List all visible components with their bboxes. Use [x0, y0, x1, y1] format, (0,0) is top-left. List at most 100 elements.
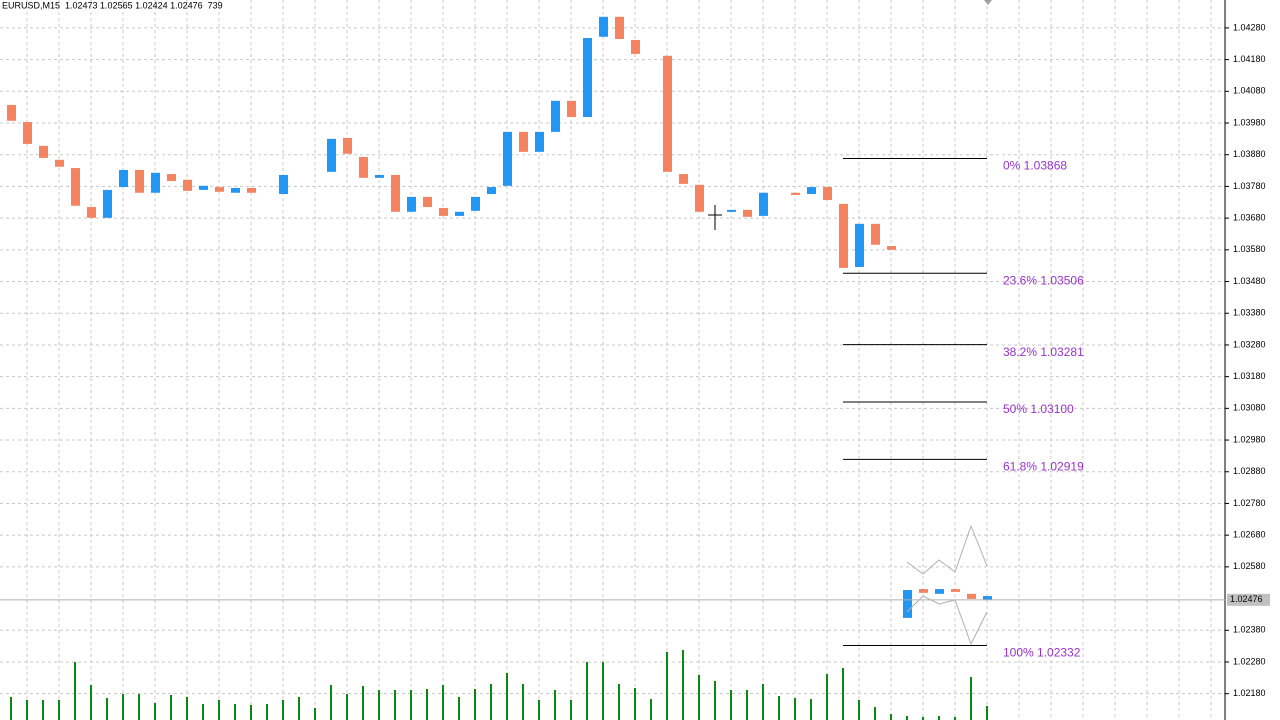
volume-bar — [954, 717, 956, 720]
candle-body — [359, 156, 368, 178]
volume-bar — [346, 694, 348, 720]
candle-body — [583, 38, 592, 117]
y-tick-label: 1.02380 — [1233, 625, 1266, 635]
volume-bar — [202, 704, 204, 720]
volume-bar — [490, 684, 492, 720]
volume-bar — [42, 700, 44, 720]
candle-body — [23, 122, 32, 144]
candle-body — [439, 207, 448, 216]
candle-body — [247, 188, 256, 193]
volume-bar — [362, 686, 364, 720]
candle-body — [119, 169, 128, 188]
candle-body — [231, 188, 240, 193]
volume-bar — [58, 700, 60, 720]
volume-bar — [730, 690, 732, 720]
volume-bar — [330, 685, 332, 720]
candle-body — [455, 211, 464, 216]
y-tick-label: 1.03280 — [1233, 339, 1266, 349]
y-tick-label: 1.03980 — [1233, 117, 1266, 127]
crosshair-cursor — [708, 205, 722, 230]
y-tick-label: 1.02580 — [1233, 561, 1266, 571]
indicator-line — [906, 595, 988, 646]
candle-body — [743, 209, 752, 217]
volume-bar — [538, 700, 540, 720]
fib-level-label: 0% 1.03868 — [1003, 159, 1067, 173]
candle-body — [7, 104, 16, 121]
candle-body — [215, 187, 224, 192]
y-tick-label: 1.02980 — [1233, 434, 1266, 444]
volume-bar — [122, 694, 124, 720]
candle-body — [551, 100, 560, 132]
y-tick-label: 1.02880 — [1233, 466, 1266, 476]
volume-bar — [890, 714, 892, 720]
candle-body — [839, 203, 848, 268]
current-price-label: 1.02476 — [1230, 594, 1263, 604]
current-price-box — [1227, 593, 1270, 606]
volume-bar — [698, 675, 700, 720]
candle-body — [87, 207, 96, 218]
volume-bar — [826, 674, 828, 720]
candle-body — [167, 174, 176, 182]
candle-body — [695, 184, 704, 212]
volume-bar — [810, 699, 812, 720]
volume-bar — [10, 697, 12, 720]
volume-bar — [378, 690, 380, 720]
y-tick-label: 1.03480 — [1233, 276, 1266, 286]
candle-body — [791, 192, 800, 195]
candle-body — [535, 131, 544, 152]
volume-bar — [474, 689, 476, 720]
volume-bar — [906, 716, 908, 720]
candle-body — [135, 169, 144, 193]
candle-body — [391, 175, 400, 212]
candle-body — [39, 145, 48, 158]
y-tick-label: 1.03580 — [1233, 244, 1266, 254]
candle-body — [887, 246, 896, 250]
volume-bar — [682, 650, 684, 720]
candle-body — [503, 131, 512, 186]
candle-body — [855, 223, 864, 267]
volume-bar — [778, 696, 780, 720]
candle-body — [103, 189, 112, 218]
candle-body — [183, 179, 192, 191]
candle-body — [919, 589, 928, 593]
candle-body — [983, 596, 992, 600]
candle-body — [151, 172, 160, 193]
volume-bar — [762, 684, 764, 720]
y-tick-label: 1.03380 — [1233, 308, 1266, 318]
shift-marker — [984, 0, 992, 5]
candle-body — [279, 175, 288, 195]
volume-bar — [458, 697, 460, 720]
indicator-line — [906, 524, 988, 575]
volume-bar — [250, 705, 252, 720]
volume-bar — [746, 690, 748, 720]
volume-bar — [170, 695, 172, 720]
candle-body — [55, 159, 64, 167]
candle-body — [375, 175, 384, 178]
candle-body — [663, 55, 672, 172]
y-tick-label: 1.03180 — [1233, 371, 1266, 381]
candle-body — [423, 196, 432, 208]
candle-body — [567, 100, 576, 117]
volume-bar — [554, 690, 556, 720]
volume-bar — [570, 700, 572, 720]
marks — [7, 16, 992, 720]
volume-bar — [90, 685, 92, 720]
volume-bar — [74, 662, 76, 720]
fib-level-label: 23.6% 1.03506 — [1003, 273, 1084, 287]
candle-body — [631, 39, 640, 54]
candle-body — [679, 174, 688, 184]
volume-bar — [506, 673, 508, 720]
volume-bar — [106, 698, 108, 720]
candle-body — [935, 589, 944, 594]
candle-body — [759, 192, 768, 216]
candle-body — [967, 593, 976, 599]
y-tick-label: 1.03080 — [1233, 403, 1266, 413]
volume-bar — [714, 681, 716, 720]
candle-body — [199, 185, 208, 190]
volume-bar — [442, 685, 444, 720]
grid — [0, 0, 1225, 720]
volume-bar — [138, 694, 140, 720]
volume-bar — [874, 707, 876, 720]
volume-bar — [282, 700, 284, 720]
